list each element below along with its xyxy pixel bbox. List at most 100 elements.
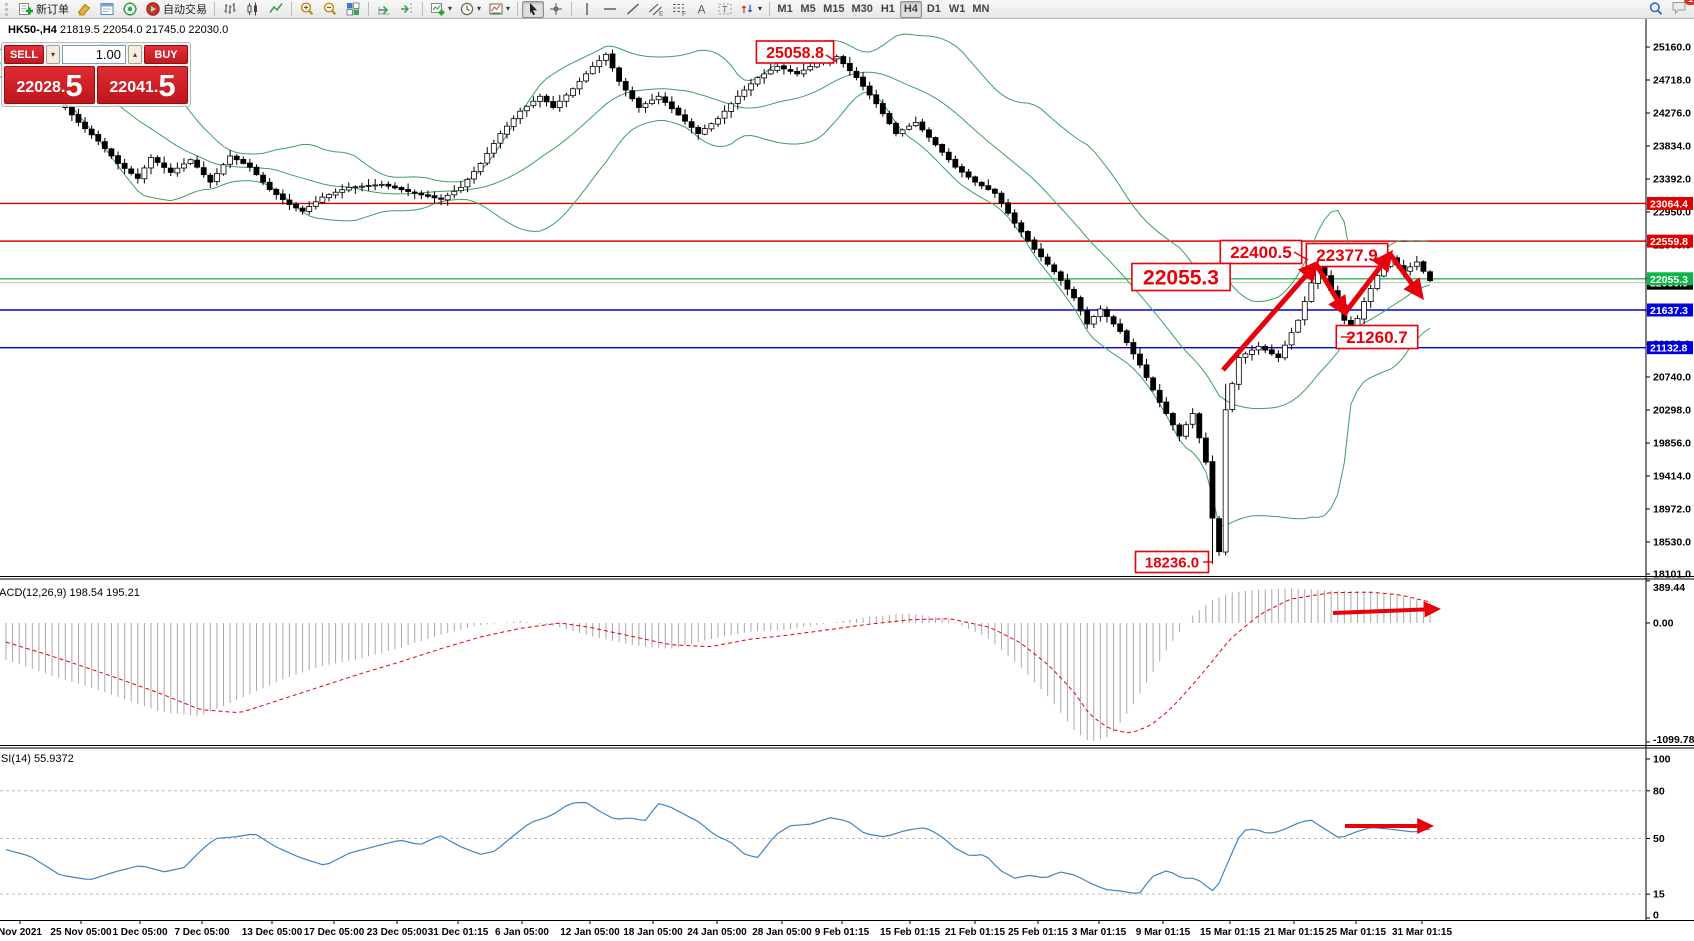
text-label-button[interactable]: T xyxy=(714,1,736,18)
time-tick-label: 9 Mar 01:15 xyxy=(1136,927,1191,938)
candle xyxy=(1143,364,1150,378)
sell-button[interactable]: SELL xyxy=(4,45,44,64)
periods-button[interactable]: ▾ xyxy=(456,1,484,18)
timeframe-h1-button[interactable]: H1 xyxy=(877,1,899,18)
buy-button[interactable]: BUY xyxy=(144,45,188,64)
horizontal-line-button[interactable] xyxy=(599,1,621,18)
price-tick-label: 24276.0 xyxy=(1653,107,1691,119)
macd-scale-label: 389.44 xyxy=(1653,582,1685,594)
volume-increase-button[interactable]: ▴ xyxy=(128,45,142,64)
tile-windows-button[interactable] xyxy=(342,1,364,18)
zoom-in-button[interactable] xyxy=(296,1,318,18)
candle xyxy=(899,129,906,134)
timeframe-mn-button[interactable]: MN xyxy=(969,1,992,18)
candle xyxy=(352,186,359,189)
sell-price-pips: 5 xyxy=(65,68,83,103)
candle xyxy=(1222,409,1229,553)
candle xyxy=(1202,437,1209,463)
candle xyxy=(840,56,847,65)
new-order-button[interactable]: 新订单 xyxy=(15,1,72,18)
line-chart-icon xyxy=(269,3,283,13)
price-tick-label: 25160.0 xyxy=(1653,42,1691,54)
new-chart-button[interactable]: ▾ xyxy=(427,1,455,18)
fibonacci-button[interactable]: F xyxy=(668,1,690,18)
time-tick-label: 18 Jan 05:00 xyxy=(623,927,683,938)
annotation-leader-line xyxy=(1293,251,1309,261)
autotrading-label: 自动交易 xyxy=(163,4,207,16)
timeframe-m5-button[interactable]: M5 xyxy=(797,1,819,18)
volume-decrease-button[interactable]: ▾ xyxy=(46,45,60,64)
candle xyxy=(629,90,636,100)
rsi-scale-label: 80 xyxy=(1653,785,1665,797)
annotation-leader-line xyxy=(825,54,838,63)
candle xyxy=(570,88,576,97)
navigator-icon xyxy=(123,2,137,16)
timeframe-m1-button[interactable]: M1 xyxy=(774,1,796,18)
candle xyxy=(246,162,253,168)
timeframe-m30-button[interactable]: M30 xyxy=(848,1,875,18)
sell-price-display[interactable]: 22028. 5 xyxy=(4,66,95,104)
price-tick-label: 18530.0 xyxy=(1653,536,1691,548)
candle xyxy=(932,137,939,146)
data-window-button[interactable] xyxy=(96,1,118,18)
candle xyxy=(141,167,148,180)
timeframe-h4-button[interactable]: H4 xyxy=(899,0,922,18)
candle xyxy=(1137,353,1143,366)
line-chart-button[interactable] xyxy=(265,1,287,18)
fibonacci-icon-subscript: F xyxy=(682,11,686,17)
volume-input[interactable] xyxy=(62,45,126,64)
candle xyxy=(978,181,985,187)
annotation-price-label: 21260.7 xyxy=(1346,328,1407,347)
candle xyxy=(418,192,425,196)
candle xyxy=(286,199,293,205)
autotrading-button[interactable]: 自动交易 xyxy=(142,1,210,18)
candle xyxy=(517,110,524,120)
candle xyxy=(181,163,187,169)
rsi-scale-label: 50 xyxy=(1653,833,1665,845)
candle xyxy=(662,96,669,103)
buy-price-display[interactable]: 22041. 5 xyxy=(97,66,188,104)
candle xyxy=(444,194,451,201)
candle xyxy=(1176,424,1183,437)
candle xyxy=(748,83,754,91)
timeframe-d1-button[interactable]: D1 xyxy=(923,1,945,18)
vertical-line-button[interactable] xyxy=(576,1,598,18)
price-tick-label: 18972.0 xyxy=(1653,503,1691,515)
navigator-button[interactable] xyxy=(119,1,141,18)
arrows-button[interactable]: ▾ xyxy=(737,1,765,18)
bar-chart-button[interactable] xyxy=(219,1,241,18)
text-button[interactable]: A xyxy=(691,1,713,18)
candle xyxy=(457,186,464,192)
timeframe-m15-button[interactable]: M15 xyxy=(820,1,847,18)
zoom-out-button[interactable] xyxy=(319,1,341,18)
candle xyxy=(1170,413,1176,426)
trend-arrow xyxy=(1387,252,1424,301)
candle xyxy=(523,105,530,112)
candle xyxy=(75,113,82,123)
search-button[interactable] xyxy=(1645,1,1667,18)
candle xyxy=(378,183,385,186)
trendline-button[interactable] xyxy=(622,1,644,18)
time-tick-label: 24 Jan 05:00 xyxy=(687,927,747,938)
auto-scroll-button[interactable] xyxy=(373,1,395,18)
cursor-button[interactable] xyxy=(522,0,545,18)
candle xyxy=(1367,288,1374,302)
crosshair-button[interactable] xyxy=(545,1,567,18)
equidistant-channel-icon: E xyxy=(649,3,664,17)
candlestick-chart-button[interactable] xyxy=(242,1,264,18)
candle xyxy=(609,53,616,69)
data-window-icon xyxy=(100,3,114,15)
market-watch-button[interactable] xyxy=(73,1,95,18)
time-tick-label: 17 Dec 05:00 xyxy=(304,927,365,938)
timeframe-w1-button[interactable]: W1 xyxy=(946,1,969,18)
rsi-indicator-label: RSI(14) 55.9372 xyxy=(0,753,74,765)
channel-button[interactable]: E xyxy=(645,1,667,18)
candle xyxy=(1196,413,1203,439)
templates-button[interactable]: ▾ xyxy=(485,1,513,18)
candle xyxy=(253,166,260,176)
macd-trend-arrow xyxy=(1332,601,1441,618)
chart-shift-button[interactable] xyxy=(396,1,418,18)
candle xyxy=(998,192,1005,204)
candle xyxy=(635,97,642,108)
